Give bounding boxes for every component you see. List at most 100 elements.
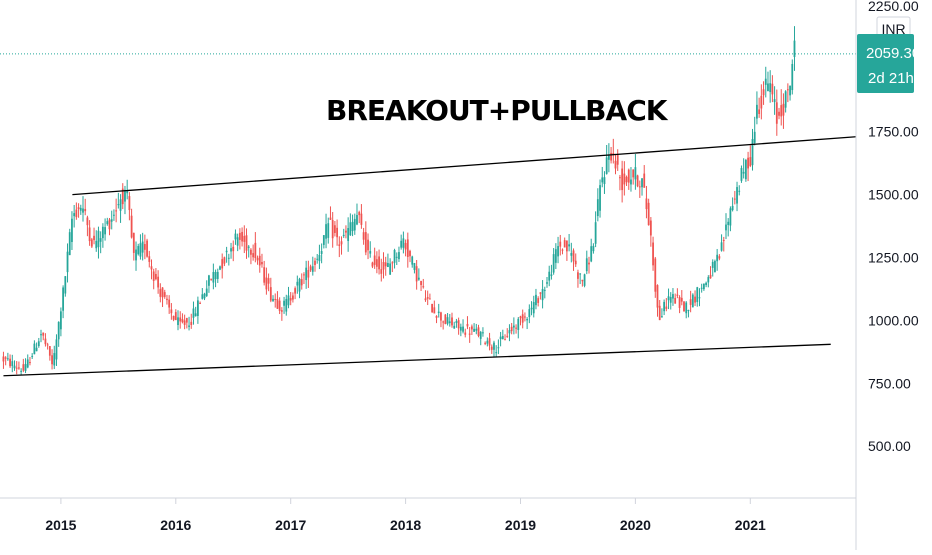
x-tick-label: 2020 — [620, 517, 651, 533]
candle — [607, 143, 610, 173]
y-tick-label: 750.00 — [868, 375, 911, 391]
candle — [501, 329, 504, 340]
candle — [621, 160, 624, 203]
candle — [73, 205, 76, 228]
candle — [181, 313, 184, 324]
candle — [298, 277, 301, 299]
candle — [417, 268, 420, 281]
candle — [230, 242, 232, 259]
candle — [292, 292, 294, 303]
candle — [371, 261, 374, 269]
candle — [753, 116, 756, 146]
candle — [373, 247, 376, 269]
candle — [208, 274, 210, 293]
candle — [263, 260, 266, 286]
candle — [252, 244, 255, 261]
candle — [148, 250, 151, 268]
candle — [272, 295, 274, 303]
candle — [305, 260, 308, 289]
candle — [110, 210, 113, 230]
candle — [170, 303, 173, 320]
trendline-upper-channel[interactable] — [72, 136, 857, 196]
candle — [457, 317, 460, 335]
candle — [71, 211, 73, 250]
candle — [678, 295, 681, 314]
candle — [168, 295, 171, 314]
candle — [691, 293, 694, 308]
candle — [232, 240, 235, 262]
candle — [327, 217, 330, 244]
candle — [75, 202, 78, 220]
currency-label: INR — [881, 21, 905, 37]
candle — [40, 329, 42, 343]
candle — [150, 259, 153, 280]
candle — [541, 280, 544, 309]
candle — [254, 232, 257, 263]
candle — [33, 340, 36, 355]
candle — [683, 301, 685, 312]
candle — [57, 321, 60, 347]
candle — [740, 165, 743, 183]
trendline-lower-channel[interactable] — [3, 343, 831, 377]
candle — [97, 226, 100, 259]
candle — [342, 228, 345, 238]
candle — [661, 308, 663, 318]
candle — [627, 168, 630, 190]
candle — [504, 334, 506, 341]
candle — [455, 318, 458, 328]
candle — [64, 276, 67, 297]
candle — [402, 231, 405, 254]
candle — [685, 301, 688, 319]
candle — [382, 252, 385, 279]
candle — [234, 229, 237, 245]
candle — [444, 314, 447, 325]
candle — [68, 228, 71, 256]
x-axis-ticks[interactable]: 2015 2016 2017 2018 2019 2020 2021 — [45, 498, 766, 533]
x-tick-label: 2019 — [505, 517, 536, 533]
candle — [601, 166, 604, 188]
candle — [506, 328, 509, 338]
candle — [404, 239, 407, 257]
candle — [568, 234, 571, 252]
candle — [358, 210, 361, 224]
currency-box[interactable]: INR — [876, 16, 911, 40]
candle — [20, 368, 23, 375]
candle — [605, 144, 608, 175]
y-axis-ticks[interactable]: 2250.00 1750.00 1500.00 1250.00 1000.00 750.0… — [868, 0, 919, 454]
candle — [411, 255, 414, 268]
candle — [22, 358, 25, 373]
candle — [276, 291, 279, 309]
candle — [194, 306, 197, 317]
candle — [707, 275, 710, 288]
candle — [119, 194, 122, 223]
candle — [672, 288, 674, 306]
trendlines-group — [3, 136, 857, 377]
candle — [488, 332, 491, 351]
y-tick-label: 500.00 — [868, 438, 911, 454]
candle — [676, 288, 679, 299]
candle — [570, 242, 573, 263]
x-tick-label: 2015 — [45, 517, 76, 533]
candle — [594, 211, 597, 248]
candle — [674, 293, 677, 304]
candle — [758, 97, 761, 118]
candle — [300, 273, 303, 290]
candle — [393, 248, 396, 269]
candle — [422, 278, 425, 289]
candle — [236, 233, 239, 252]
candle — [473, 323, 475, 332]
x-tick-label: 2018 — [390, 517, 421, 533]
candle — [247, 245, 250, 258]
candle — [210, 278, 213, 281]
candle — [135, 241, 137, 271]
candle — [201, 288, 204, 300]
candle — [636, 174, 639, 188]
candle — [362, 227, 365, 245]
candle — [667, 288, 670, 310]
candle — [510, 322, 513, 335]
candle — [320, 243, 323, 264]
last-price-tag[interactable]: 2059.30 2d 21h — [857, 34, 920, 93]
candle — [716, 248, 719, 271]
